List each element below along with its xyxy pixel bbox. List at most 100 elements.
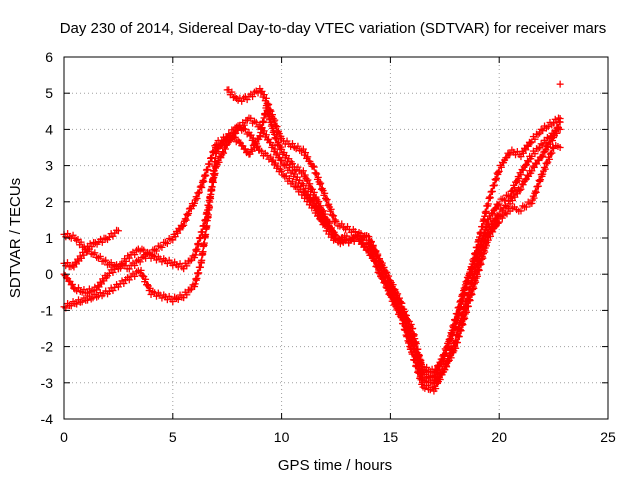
data-point bbox=[316, 180, 324, 188]
data-point bbox=[236, 123, 244, 131]
data-point bbox=[548, 149, 556, 157]
data-point bbox=[202, 172, 210, 180]
data-point bbox=[391, 289, 399, 297]
data-point bbox=[314, 173, 322, 181]
data-point bbox=[324, 202, 332, 210]
data-point bbox=[515, 175, 523, 183]
data-point bbox=[489, 210, 497, 218]
data-point bbox=[116, 260, 124, 268]
y-tick-label: 5 bbox=[45, 85, 53, 101]
data-point bbox=[269, 141, 277, 149]
data-point bbox=[193, 195, 201, 203]
data-point bbox=[538, 153, 546, 161]
data-point bbox=[321, 210, 329, 218]
data-point bbox=[531, 150, 539, 158]
data-point bbox=[517, 171, 525, 179]
x-tick-label: 0 bbox=[60, 429, 68, 445]
data-point bbox=[448, 331, 456, 339]
data-point bbox=[75, 284, 83, 292]
data-point bbox=[492, 176, 500, 184]
data-point bbox=[535, 176, 543, 184]
data-point bbox=[294, 142, 302, 150]
data-point bbox=[537, 176, 545, 184]
data-point bbox=[531, 135, 539, 143]
data-point bbox=[299, 167, 307, 175]
data-point bbox=[260, 91, 268, 99]
x-tick-label: 5 bbox=[169, 429, 177, 445]
data-point bbox=[77, 238, 85, 246]
data-point bbox=[449, 345, 457, 353]
data-point bbox=[137, 266, 145, 274]
data-point bbox=[270, 118, 278, 126]
data-point bbox=[402, 311, 410, 319]
data-point bbox=[67, 302, 75, 310]
data-point bbox=[534, 131, 542, 139]
data-point bbox=[182, 216, 190, 224]
data-point bbox=[72, 236, 80, 244]
data-point bbox=[84, 296, 92, 304]
data-point bbox=[258, 147, 266, 155]
data-point bbox=[444, 357, 452, 365]
data-point bbox=[365, 233, 373, 241]
data-point bbox=[486, 194, 494, 202]
data-point bbox=[288, 140, 296, 148]
data-point bbox=[169, 298, 177, 306]
data-point bbox=[178, 222, 186, 230]
y-tick-label: 6 bbox=[45, 49, 53, 65]
data-point bbox=[489, 221, 497, 229]
data-point bbox=[326, 219, 334, 227]
data-point bbox=[185, 209, 193, 217]
x-tick-label: 25 bbox=[600, 429, 616, 445]
data-point bbox=[541, 147, 549, 155]
data-point bbox=[543, 160, 551, 168]
data-point bbox=[195, 189, 203, 197]
data-point bbox=[376, 269, 384, 277]
data-point bbox=[517, 207, 525, 215]
data-point bbox=[328, 211, 336, 219]
data-point bbox=[317, 179, 325, 187]
data-point bbox=[544, 123, 552, 131]
data-point bbox=[288, 178, 296, 186]
data-point bbox=[250, 144, 258, 152]
data-point bbox=[480, 242, 488, 250]
data-point bbox=[446, 349, 454, 357]
data-point bbox=[545, 155, 553, 163]
data-point bbox=[435, 361, 443, 369]
data-point bbox=[494, 212, 502, 220]
data-point bbox=[372, 248, 380, 256]
data-point bbox=[186, 257, 194, 265]
data-point bbox=[275, 142, 283, 150]
data-point bbox=[494, 201, 502, 209]
data-point bbox=[285, 174, 293, 182]
data-point bbox=[430, 376, 438, 384]
data-point bbox=[438, 357, 446, 365]
data-point bbox=[131, 272, 139, 280]
data-points bbox=[60, 80, 564, 395]
data-point bbox=[492, 175, 500, 183]
data-point bbox=[230, 133, 238, 141]
data-point bbox=[197, 182, 205, 190]
data-point bbox=[274, 128, 282, 136]
data-point bbox=[304, 176, 312, 184]
x-tick-label: 20 bbox=[491, 429, 507, 445]
data-point bbox=[249, 134, 257, 142]
data-point bbox=[539, 127, 547, 135]
data-point bbox=[495, 168, 503, 176]
data-point bbox=[114, 227, 122, 235]
data-point bbox=[183, 210, 191, 218]
data-point bbox=[546, 140, 554, 148]
data-point bbox=[483, 232, 491, 240]
y-tick-label: 0 bbox=[45, 266, 53, 282]
data-point bbox=[317, 202, 325, 210]
y-tick-label: 3 bbox=[45, 158, 53, 174]
data-point bbox=[532, 188, 540, 196]
data-point bbox=[432, 385, 440, 393]
data-point bbox=[220, 137, 228, 145]
data-point bbox=[299, 145, 307, 153]
data-point bbox=[441, 345, 449, 353]
data-point bbox=[313, 170, 321, 178]
data-point bbox=[528, 199, 536, 207]
data-point bbox=[556, 115, 564, 123]
data-point bbox=[279, 171, 287, 179]
